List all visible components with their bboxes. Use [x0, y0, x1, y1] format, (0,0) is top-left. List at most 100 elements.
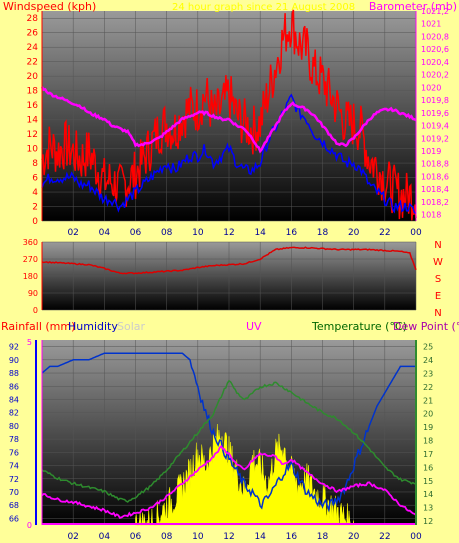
- wind-y-tick-label: 18: [27, 87, 39, 97]
- wind-y-tick-label: 10: [27, 145, 39, 155]
- temperature-x-tick-label: 08: [161, 532, 173, 542]
- wind-y-tick-label: 26: [27, 29, 39, 39]
- temperature-y-tick-label: 13: [423, 504, 433, 513]
- wind-x-tick-label: 02: [67, 228, 78, 238]
- wind-y-tick-label: 16: [27, 101, 39, 111]
- barometer-y-tick-label: 1021: [421, 20, 441, 29]
- temperature-y-tick-label: 17: [423, 450, 433, 459]
- humidity-y-tick-label: 76: [9, 448, 19, 457]
- barometer-y-tick-label: 1018,4: [421, 185, 449, 194]
- temperature-y-tick-label: 15: [423, 477, 433, 486]
- barometer-y-tick-label: 1020,4: [421, 58, 449, 67]
- barometer-y-tick-label: 1018,8: [421, 160, 449, 169]
- temperature-x-tick-label: 22: [379, 532, 390, 542]
- direction-y-tick-label: 90: [28, 289, 38, 298]
- humidity-y-tick-label: 78: [9, 435, 19, 444]
- temperature-x-tick-label: 00: [410, 532, 422, 542]
- rain-y-tick-labels: 05: [27, 338, 32, 530]
- wind-y-tick-label: 2: [32, 203, 38, 213]
- humidity-y-tick-label: 80: [9, 422, 19, 431]
- humidity-y-tick-label: 82: [9, 409, 19, 418]
- barometer-line: [40, 86, 417, 154]
- humidity-y-tick-label: 92: [9, 343, 19, 352]
- wind-y-tick-label: 12: [27, 130, 38, 140]
- humidity-y-tick-label: 86: [9, 382, 19, 391]
- wind-x-tick-label: 08: [161, 228, 173, 238]
- wind-gust-line: [41, 9, 417, 221]
- humidity-y-tick-label: 72: [9, 475, 19, 484]
- compass-label: W: [433, 257, 443, 268]
- temperature-y-tick-label: 14: [423, 490, 433, 499]
- compass-label: N: [434, 308, 441, 319]
- humidity-axis-label: Humidity: [68, 320, 118, 333]
- rain-y-tick-label: 0: [27, 521, 32, 530]
- wind-y-tick-label: 20: [27, 72, 39, 82]
- barometer-y-tick-label: 1020: [421, 83, 441, 92]
- compass-label: N: [434, 240, 441, 251]
- dewpoint-line: [41, 444, 417, 519]
- temperature-series: [41, 352, 417, 526]
- temperature-y-tick-labels: 12 13 14 15 16 17 18 19 20 21 22 23 24 25: [423, 343, 433, 526]
- wind-x-tick-label: 16: [286, 228, 298, 238]
- direction-y-tick-labels: 360 270 180 90 0: [23, 238, 38, 315]
- wind-x-tick-label: 22: [379, 228, 390, 238]
- wind-y-tick-label: 4: [32, 188, 38, 198]
- wind-x-tick-label: 14: [254, 228, 266, 238]
- dewpoint-axis-label: Dew Point (°C: [393, 320, 459, 333]
- wind-direction-line: [41, 246, 417, 275]
- wind-y-tick-label: 8: [32, 159, 38, 169]
- direction-y-tick-label: 180: [23, 272, 38, 281]
- barometer-y-tick-label: 1019,4: [421, 122, 449, 131]
- direction-y-tick-label: 270: [23, 255, 38, 264]
- barometer-axis-label: Barometer (mb): [369, 0, 457, 13]
- temperature-x-tick-label: 16: [286, 532, 298, 542]
- wind-x-tick-label: 06: [130, 228, 142, 238]
- temperature-y-tick-label: 21: [423, 396, 433, 405]
- temperature-x-tick-label: 02: [67, 532, 78, 542]
- wind-x-tick-label: 18: [317, 228, 329, 238]
- wind-y-tick-label: 24: [27, 43, 39, 53]
- rainfall-axis-label: Rainfall (mm): [1, 320, 75, 333]
- direction-series: [41, 246, 417, 275]
- compass-label: S: [435, 274, 441, 285]
- rain-y-tick-label: 5: [27, 338, 32, 347]
- humidity-y-tick-label: 74: [9, 462, 19, 471]
- humidity-y-tick-label: 90: [9, 356, 19, 365]
- barometer-y-tick-label: 1019,8: [421, 96, 449, 105]
- temperature-y-tick-label: 23: [423, 370, 433, 379]
- temperature-x-tick-label: 20: [348, 532, 360, 542]
- humidity-y-tick-label: 66: [9, 514, 19, 523]
- barometer-y-tick-label: 1019,2: [421, 134, 449, 143]
- wind-average-line: [41, 93, 417, 214]
- temperature-y-tick-label: 19: [423, 423, 433, 432]
- barometer-y-tick-label: 1019: [421, 147, 441, 156]
- wind-x-tick-label: 12: [223, 228, 234, 238]
- temperature-axis-label: Temperature (°C): [311, 320, 407, 333]
- wind-y-tick-label: 6: [32, 174, 38, 184]
- barometer-y-tick-label: 1018,2: [421, 198, 449, 207]
- wind-y-tick-label: 0: [32, 217, 38, 227]
- wind-x-tick-label: 10: [192, 228, 204, 238]
- humidity-y-tick-label: 84: [9, 395, 19, 404]
- wind-y-tick-label: 22: [27, 58, 38, 68]
- barometer-y-tick-label: 1018,6: [421, 172, 449, 181]
- direction-y-tick-label: 0: [33, 306, 38, 315]
- wind-x-tick-labels: 02 04 06 08 10 12 14 16 18 20 22 00: [67, 228, 422, 238]
- humidity-y-tick-labels: 66 68 70 72 74 76 78 80 82 84 86 88 90 92: [9, 343, 19, 524]
- graph-title: 24 hour graph since 21 August 2008: [172, 2, 355, 13]
- barometer-y-tick-label: 1018: [421, 211, 441, 220]
- temperature-x-tick-labels: 02 04 06 08 10 12 14 16 18 20 22 00: [67, 532, 422, 542]
- compass-label: E: [435, 291, 441, 302]
- temperature-x-tick-label: 14: [254, 532, 266, 542]
- barometer-y-tick-label: 1020,8: [421, 32, 449, 41]
- humidity-line: [41, 352, 416, 513]
- temperature-line: [41, 379, 417, 503]
- wind-series: [40, 9, 417, 221]
- temperature-x-tick-label: 04: [99, 532, 111, 542]
- temperature-x-tick-label: 10: [192, 532, 204, 542]
- temperature-y-tick-label: 12: [423, 517, 433, 526]
- uv-axis-label: UV: [246, 320, 262, 333]
